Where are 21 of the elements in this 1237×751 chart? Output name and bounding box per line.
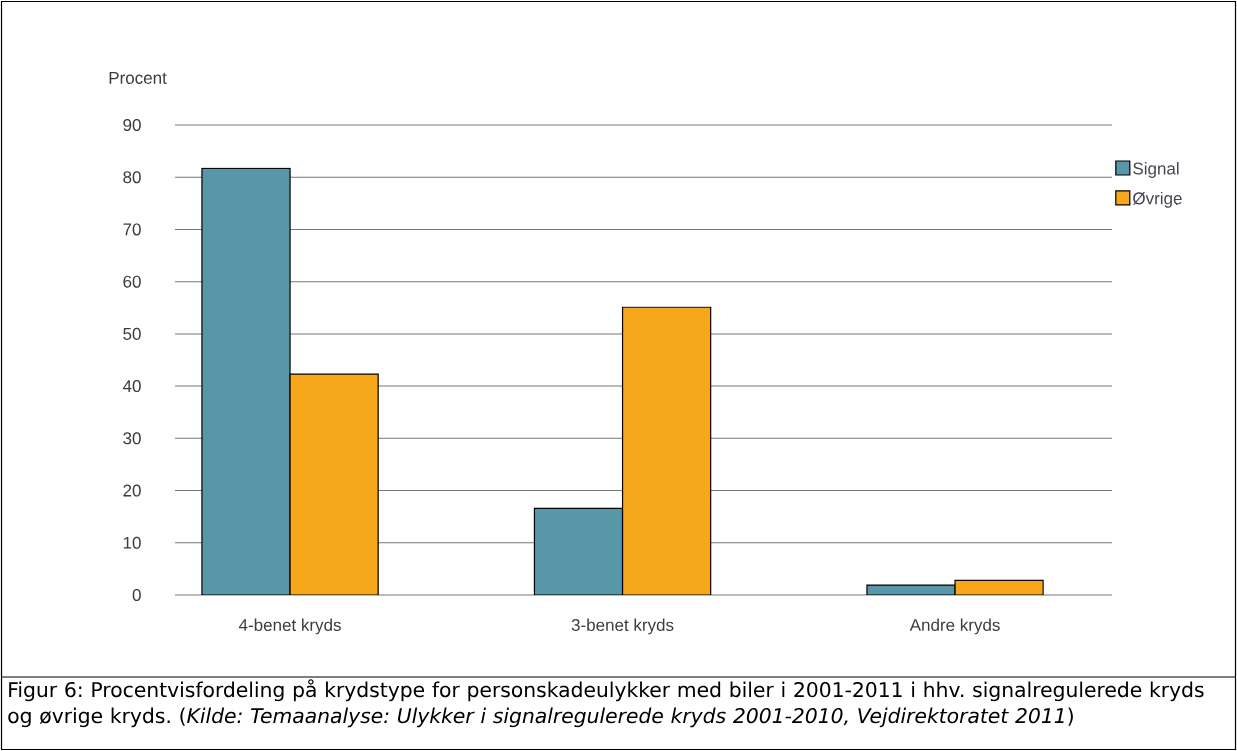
x-tick-label: 4-benet kryds bbox=[238, 618, 341, 635]
y-axis-title: Procent bbox=[109, 72, 167, 84]
y-tick-label: 80 bbox=[123, 171, 141, 184]
y-tick-label: 30 bbox=[123, 432, 141, 445]
x-tick-label: Andre kryds bbox=[909, 618, 1000, 635]
x-tick-label: 3-benet kryds bbox=[571, 618, 674, 635]
bar bbox=[621, 306, 712, 595]
legend-label: Signal bbox=[1133, 162, 1179, 178]
y-tick-label: 60 bbox=[123, 275, 141, 288]
y-tick-label: 10 bbox=[123, 536, 141, 549]
y-tick-label: 70 bbox=[123, 223, 141, 236]
text: Figur 6: Procentvisfordeling på krydstype for personskadeulykker med biler i 2001-2011 i hhv. signalregulerede kryds og øvrige kryds. (Kilde: Temaanalyse: Ulykker i signalregulerede kryds 2001-2010, Vejdirektoratet 2011) bbox=[8, 679, 1204, 728]
y-tick-label: 0 bbox=[132, 588, 141, 602]
bar bbox=[533, 507, 624, 595]
y-tick-label: 50 bbox=[123, 327, 141, 340]
y-tick-label: 90 bbox=[123, 118, 141, 132]
y-tick-label: 20 bbox=[123, 484, 141, 497]
legend-label: Øvrige bbox=[1133, 191, 1182, 208]
bar bbox=[289, 373, 379, 595]
y-tick-label: 40 bbox=[122, 380, 141, 393]
bar bbox=[201, 167, 291, 595]
